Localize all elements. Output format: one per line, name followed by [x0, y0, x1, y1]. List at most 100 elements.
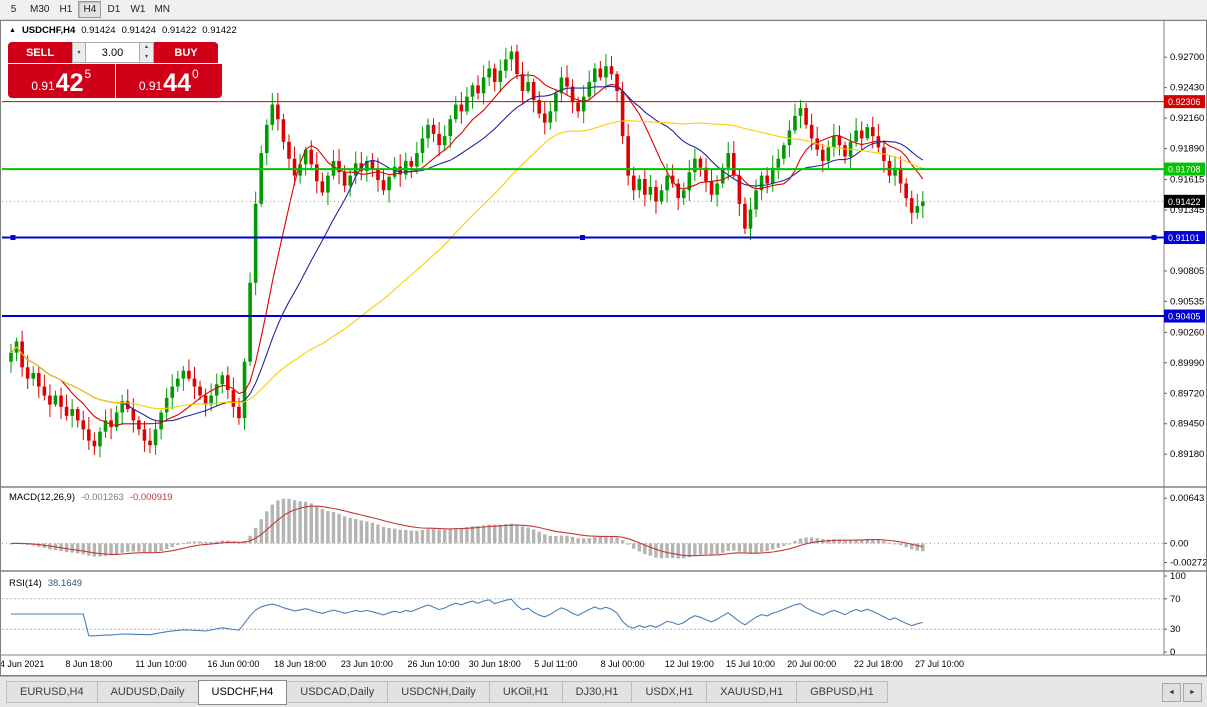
rsi-indicator-label: RSI(14) 38.1649	[9, 578, 82, 589]
volume-input[interactable]	[86, 42, 140, 63]
price-axis-label: 0.90260	[1170, 327, 1204, 338]
tabs-scroll-controls: ◄ ►	[1162, 682, 1202, 702]
rsi-axis-label: 100	[1170, 571, 1186, 582]
time-axis-label: 8 Jun 18:00	[65, 659, 112, 669]
timeframe-button-m30[interactable]: M30	[26, 1, 53, 18]
volume-dropdown-button[interactable]: ▾	[72, 42, 86, 63]
hline-handle[interactable]	[10, 235, 16, 241]
tab-usdcnh-daily[interactable]: USDCNH,Daily	[387, 681, 490, 703]
sell-button[interactable]: SELL	[8, 42, 72, 63]
buy-price-pips: 44	[163, 69, 191, 97]
tab-ukoil-h1[interactable]: UKOil,H1	[488, 681, 563, 703]
macd-indicator-label: MACD(12,26,9) -0.001263 -0.000919	[9, 492, 173, 503]
price-badge	[1164, 162, 1205, 176]
macd-value: -0.001263	[81, 492, 124, 503]
hline-handle[interactable]	[1151, 235, 1157, 241]
price-axis-label: 0.90535	[1170, 296, 1204, 307]
time-axis-label: 15 Jul 10:00	[726, 659, 775, 669]
chart-tabs-bar: EURUSD,H4 AUDUSD,Daily USDCHF,H4 USDCAD,…	[0, 676, 1207, 707]
tab-dj30-h1[interactable]: DJ30,H1	[561, 681, 633, 703]
price-badges: 0.92306 0.91708 0.91101 0.90405 0.91422	[1164, 95, 1205, 323]
macd-signal-line	[10, 505, 923, 557]
ohlc-open: 0.91424	[81, 25, 116, 36]
time-axis: 4 Jun 2021 8 Jun 18:00 11 Jun 10:00 16 Jun …	[1, 659, 964, 669]
tab-audusd-daily[interactable]: AUDUSD,Daily	[96, 681, 199, 703]
macd-axis-label: -0.00272	[1170, 558, 1206, 569]
timeframe-button-w1[interactable]: W1	[126, 1, 149, 18]
chevron-down-icon: ▾	[77, 50, 81, 56]
hline-handle[interactable]	[580, 235, 585, 241]
price-axis-label: 0.91615	[1170, 175, 1204, 186]
tabs-scroll-left-button[interactable]: ◄	[1162, 682, 1181, 702]
buy-price-prefix: 0.91	[138, 79, 163, 93]
rsi-line	[11, 598, 923, 637]
price-badge-label: 0.92306	[1168, 97, 1201, 107]
time-axis-label: 20 Jul 00:00	[787, 659, 836, 669]
timeframe-button-d1[interactable]: D1	[102, 1, 125, 18]
price-badge-label: 0.91422	[1168, 197, 1201, 207]
macd-pane	[2, 498, 1164, 559]
timeframe-button-h4[interactable]: H4	[78, 1, 102, 18]
rsi-name: RSI(14)	[9, 578, 42, 589]
volume-spinner: ▴ ▾	[140, 42, 154, 63]
buy-button[interactable]: BUY	[154, 42, 218, 63]
timeframe-button-h1[interactable]: H1	[54, 1, 77, 18]
price-badge-label: 0.91708	[1168, 165, 1201, 175]
chart-title: ▲ USDCHF,H4 0.91424 0.91424 0.91422 0.91…	[9, 25, 237, 36]
tabs-scroll-right-button[interactable]: ►	[1183, 682, 1202, 702]
ma-medium-line	[10, 85, 924, 422]
time-axis-label: 16 Jun 00:00	[207, 659, 259, 669]
price-badge-label: 0.90405	[1168, 312, 1201, 322]
timeframe-button-m5[interactable]: 5	[2, 1, 25, 18]
candlestick-series	[9, 44, 925, 458]
ma-fast-line	[10, 74, 924, 426]
price-axis-label: 0.92430	[1170, 83, 1204, 94]
time-axis-label: 26 Jun 10:00	[408, 659, 460, 669]
one-click-collapse-icon[interactable]: ▲	[9, 27, 16, 34]
price-axis: 0.92700 0.92430 0.92160 0.91890 0.91615 0.913…	[1164, 52, 1206, 658]
macd-axis-label: 0.00	[1170, 538, 1189, 549]
sell-price-pips: 42	[55, 69, 84, 97]
rsi-axis-label: 0	[1170, 647, 1175, 658]
chart-window[interactable]: 0.92700 0.92430 0.92160 0.91890 0.91615 0.913…	[0, 20, 1207, 676]
volume-increase-button[interactable]: ▴	[144, 44, 148, 50]
macd-signal-value: -0.000919	[129, 492, 173, 503]
time-axis-label: 8 Jul 00:00	[601, 659, 645, 669]
tab-xauusd-h1[interactable]: XAUUSD,H1	[706, 681, 798, 703]
volume-decrease-button[interactable]: ▾	[144, 53, 148, 60]
tab-gbpusd-h1[interactable]: GBPUSD,H1	[796, 681, 888, 703]
price-axis-label: 0.92160	[1170, 113, 1204, 124]
sell-price[interactable]: 0.91 42 5	[8, 64, 115, 98]
time-axis-label: 18 Jun 18:00	[274, 659, 326, 669]
tab-eurusd-h4[interactable]: EURUSD,H4	[6, 681, 98, 703]
price-axis-label: 0.92700	[1170, 52, 1204, 63]
tab-usdcad-daily[interactable]: USDCAD,Daily	[286, 681, 389, 703]
time-axis-label: 30 Jun 18:00	[469, 659, 521, 669]
buy-price-point: 0	[191, 67, 199, 81]
price-axis-label: 0.91345	[1170, 205, 1204, 216]
tab-usdchf-h4[interactable]: USDCHF,H4	[197, 679, 288, 705]
ohlc-low: 0.91422	[161, 25, 197, 36]
buy-price[interactable]: 0.91 44 0	[115, 64, 222, 98]
time-axis-label: 22 Jul 18:00	[854, 659, 903, 669]
chart-symbol: USDCHF,H4	[21, 25, 76, 36]
sell-price-prefix: 0.91	[31, 79, 55, 93]
timeframe-button-mn[interactable]: MN	[150, 1, 174, 18]
time-axis-label: 11 Jun 10:00	[135, 659, 186, 669]
timeframe-toolbar: 5 M30 H1 H4 D1 W1 MN	[0, 0, 1207, 20]
price-badge	[1164, 95, 1205, 109]
price-axis-label: 0.89720	[1170, 388, 1204, 399]
price-axis-label: 0.90805	[1170, 266, 1204, 277]
time-axis-label: 23 Jun 10:00	[341, 659, 393, 669]
tab-usdx-h1[interactable]: USDX,H1	[631, 681, 708, 703]
price-axis-label: 0.89990	[1170, 358, 1204, 369]
sell-price-point: 5	[84, 67, 92, 81]
price-badge	[1164, 194, 1205, 208]
rsi-pane	[2, 598, 1164, 637]
rsi-value: 38.1649	[47, 578, 83, 589]
price-axis-label: 0.91890	[1170, 144, 1204, 155]
chart-canvas[interactable]: 0.927000.924300.921600.918900.916150.913…	[1, 21, 1206, 675]
rsi-axis-label: 70	[1170, 594, 1181, 605]
price-badge-label: 0.91101	[1168, 233, 1200, 243]
macd-axis-label: 0.00643	[1170, 493, 1204, 504]
